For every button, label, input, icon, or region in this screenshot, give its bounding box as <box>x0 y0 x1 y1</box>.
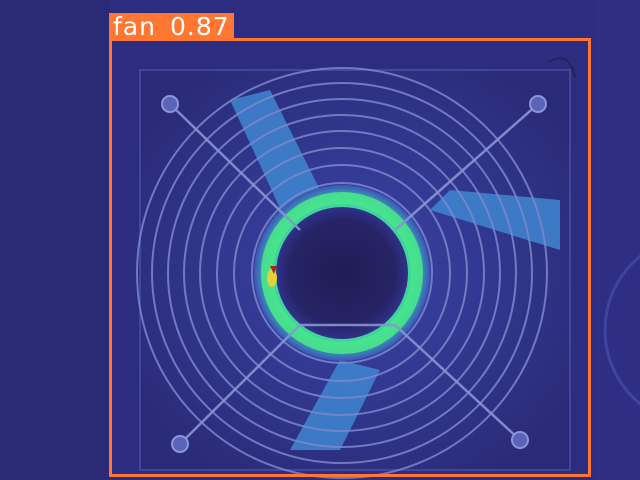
detection-confidence: 0.87 <box>169 12 230 41</box>
detection-box <box>109 38 591 477</box>
cable <box>547 57 576 79</box>
fan-hub <box>276 207 408 339</box>
detection-class-name: fan <box>113 12 156 41</box>
adjacent-fan-edge <box>603 254 640 406</box>
left-wall <box>0 0 110 480</box>
right-wall <box>595 0 640 480</box>
detection-label: fan 0.87 <box>109 13 234 40</box>
grille-cross-wires <box>169 103 539 445</box>
fan-grille <box>136 67 548 479</box>
hot-spot <box>267 266 277 287</box>
mounting-screws <box>161 95 547 453</box>
